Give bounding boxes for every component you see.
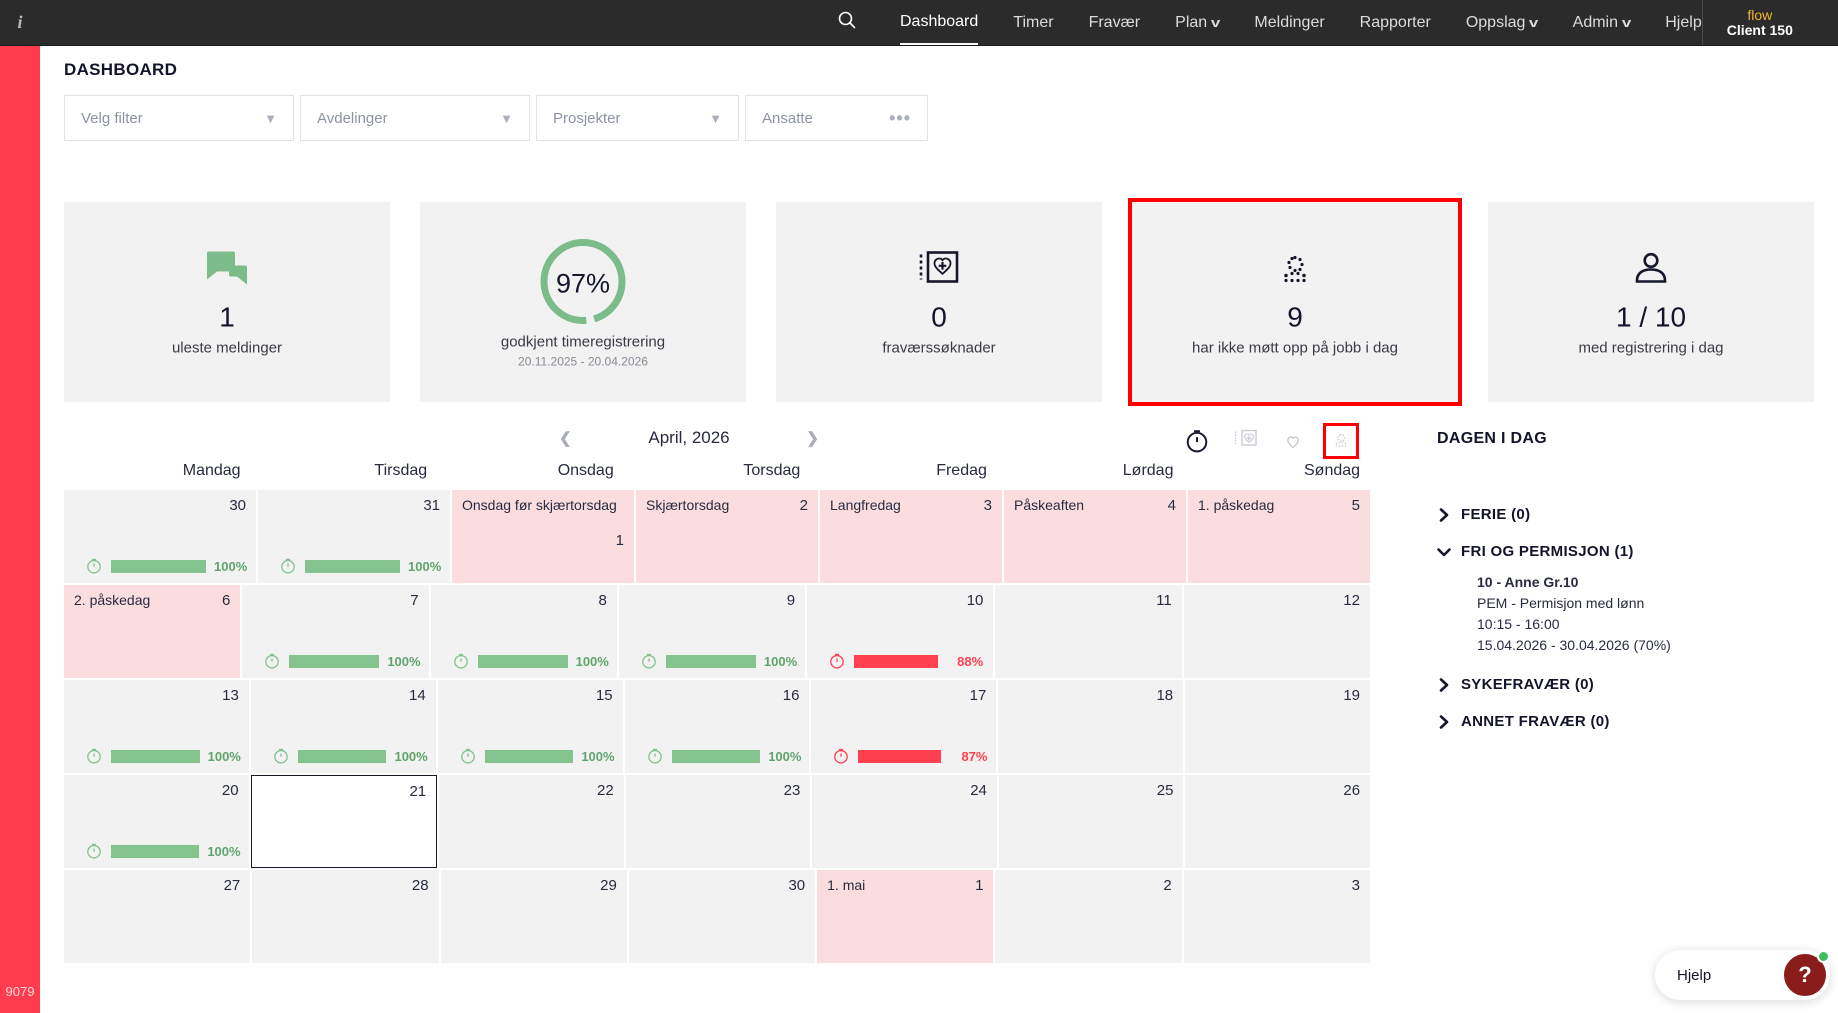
- svg-text:97%: 97%: [556, 269, 610, 299]
